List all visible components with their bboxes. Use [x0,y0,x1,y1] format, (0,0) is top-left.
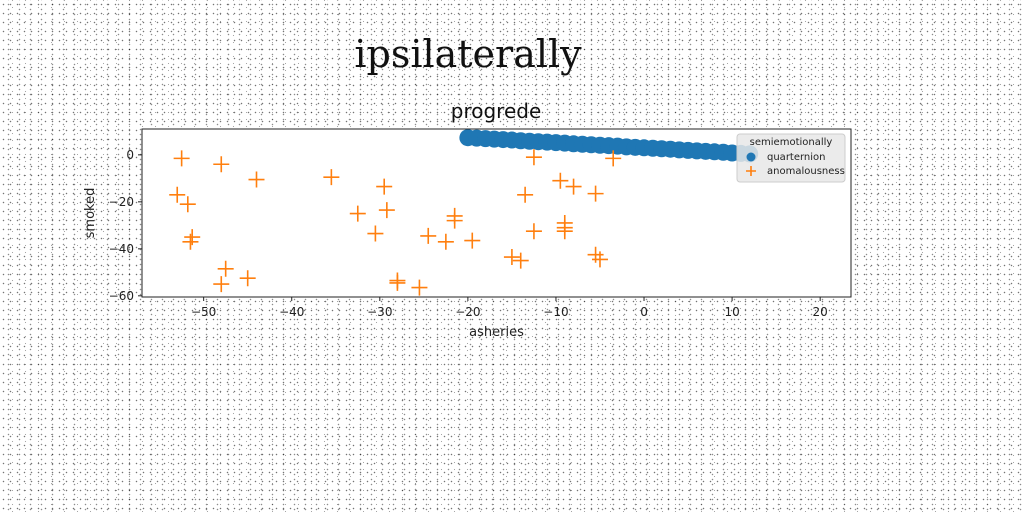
x-tick-label: 20 [813,305,828,319]
x-tick-label: −30 [367,305,392,319]
legend-label-quarternion: quarternion [767,152,826,163]
y-tick-label: 0 [126,148,134,162]
x-tick-label: −20 [455,305,480,319]
y-tick-label: −20 [109,195,134,209]
y-axis-label: smoked [83,188,98,239]
x-tick-label: −10 [543,305,568,319]
x-tick-label: 10 [724,305,739,319]
legend-title: semiemotionally [750,137,833,148]
x-axis-label: asheries [469,325,524,340]
x-tick-label: −50 [191,305,216,319]
legend-marker-quarternion [747,153,756,162]
x-tick-label: 0 [640,305,648,319]
x-tick-label: −40 [279,305,304,319]
y-tick-label: −60 [109,289,134,303]
legend-label-anomalousness: anomalousness [767,166,845,177]
y-tick-label: −40 [109,242,134,256]
